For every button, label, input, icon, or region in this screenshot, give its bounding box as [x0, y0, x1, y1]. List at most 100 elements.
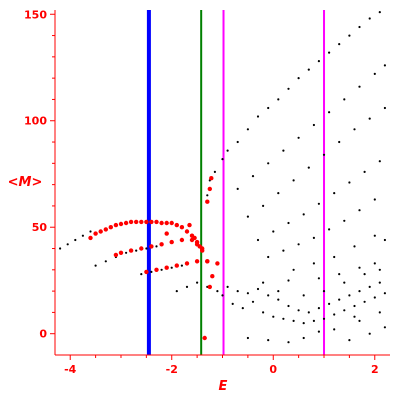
data-point-s2-39 — [184, 261, 190, 266]
data-point-s1-88 — [236, 290, 239, 293]
data-point-s1-47 — [297, 136, 300, 139]
data-point-s2-17 — [169, 220, 174, 226]
data-point-s1-37 — [328, 51, 331, 54]
data-point-s2-25 — [118, 250, 124, 255]
data-point-s1-14 — [150, 270, 153, 273]
data-point-s2-27 — [139, 246, 144, 251]
y-axis-label: <M> — [8, 175, 43, 190]
data-point-s1-114 — [353, 304, 356, 308]
data-point-s1-29 — [246, 128, 249, 131]
data-point-s1-86 — [383, 238, 386, 242]
data-point-s1-16 — [170, 266, 173, 269]
data-point-s1-52 — [373, 72, 376, 75]
data-point-s1-137 — [368, 332, 371, 335]
data-point-s2-7 — [118, 221, 124, 227]
data-point-s1-58 — [307, 166, 310, 169]
data-point-s1-54 — [246, 215, 249, 218]
data-point-s2-46 — [200, 246, 205, 251]
data-point-s1-111 — [322, 317, 326, 320]
data-point-s1-75 — [297, 243, 300, 246]
data-point-s1-42 — [378, 11, 381, 14]
data-point-s1-57 — [292, 179, 295, 182]
data-point-s1-41 — [368, 17, 371, 20]
data-point-s2-42 — [215, 261, 220, 266]
data-point-s1-142 — [378, 311, 381, 314]
data-point-s1-13 — [140, 273, 143, 276]
data-point-s1-120 — [277, 290, 280, 293]
data-point-s1-6 — [94, 264, 97, 267]
plot-area — [55, 10, 390, 355]
data-point-s1-84 — [353, 245, 356, 248]
data-point-s1-100 — [358, 290, 361, 293]
data-point-s1-60 — [338, 140, 341, 144]
data-point-s1-118 — [221, 294, 224, 297]
data-point-s1-128 — [317, 277, 320, 280]
data-point-s2-40 — [194, 259, 200, 264]
data-point-s2-14 — [154, 219, 159, 225]
axes: -4 -2 0 2 0 50 100 150 — [24, 8, 390, 376]
data-point-s1-112 — [333, 313, 336, 316]
data-point-s2-33 — [194, 242, 200, 247]
data-point-s2-47 — [205, 259, 210, 264]
data-point-s1-12 — [155, 245, 158, 248]
data-point-s1-99 — [348, 294, 351, 297]
data-point-s1-106 — [272, 315, 275, 318]
data-point-s2-4 — [103, 227, 109, 232]
data-point-s1-115 — [363, 300, 366, 303]
data-point-s1-55 — [262, 204, 265, 207]
data-point-s1-43 — [236, 187, 239, 190]
data-point-s1-40 — [358, 25, 361, 29]
data-point-s1-79 — [358, 209, 361, 212]
data-point-s1-80 — [373, 198, 376, 201]
data-point-s1-123 — [343, 281, 346, 284]
data-point-s1-65 — [272, 230, 275, 233]
data-point-s1-66 — [287, 221, 290, 225]
data-point-s2-52 — [209, 176, 214, 181]
data-point-s1-130 — [358, 266, 361, 269]
data-point-s1-61 — [353, 128, 356, 131]
data-point-s1-126 — [262, 281, 265, 284]
data-point-s1-4 — [81, 234, 84, 237]
data-point-s1-2 — [66, 243, 69, 246]
data-point-s2-3 — [98, 229, 103, 234]
data-point-s1-94 — [297, 309, 300, 312]
data-point-s2-15 — [159, 220, 164, 226]
x-tick-label: 2 — [371, 363, 379, 376]
data-point-s1-25 — [213, 170, 216, 173]
data-point-s2-50 — [205, 199, 210, 204]
data-points — [59, 11, 386, 344]
data-point-s1-72 — [378, 160, 381, 163]
data-point-s1-51 — [358, 85, 361, 88]
data-point-s1-134 — [287, 341, 290, 344]
data-point-s2-5 — [108, 225, 114, 230]
data-point-s2-8 — [123, 220, 129, 226]
data-point-s1-101 — [368, 285, 371, 288]
data-point-s1-77 — [328, 228, 331, 231]
data-point-s2-24 — [113, 252, 119, 258]
data-point-s1-71 — [363, 170, 366, 173]
data-point-s1-59 — [322, 153, 326, 156]
data-point-s1-140 — [317, 330, 320, 333]
data-point-s1-131 — [373, 262, 376, 265]
data-point-s1-17 — [180, 264, 183, 267]
data-point-s1-110 — [312, 319, 315, 322]
y-tick-label: 0 — [39, 328, 47, 341]
data-point-s1-39 — [348, 34, 351, 37]
data-point-s1-78 — [343, 219, 346, 222]
data-point-s1-62 — [368, 117, 371, 120]
data-point-s2-48 — [210, 274, 215, 279]
data-point-s1-83 — [333, 255, 336, 259]
y-tick-label: 150 — [24, 8, 47, 21]
data-point-s2-18 — [174, 222, 179, 228]
data-point-s1-15 — [160, 268, 163, 271]
data-point-s2-30 — [169, 239, 174, 245]
data-point-s1-18 — [175, 290, 178, 293]
data-point-s1-22 — [216, 290, 219, 293]
data-point-s2-29 — [159, 242, 164, 247]
data-point-s1-107 — [282, 317, 285, 320]
data-point-s2-19 — [179, 225, 185, 230]
data-point-s1-103 — [231, 302, 234, 305]
data-point-s1-32 — [277, 98, 280, 101]
y-tick-label: 50 — [32, 221, 48, 234]
data-point-s1-19 — [185, 285, 189, 288]
